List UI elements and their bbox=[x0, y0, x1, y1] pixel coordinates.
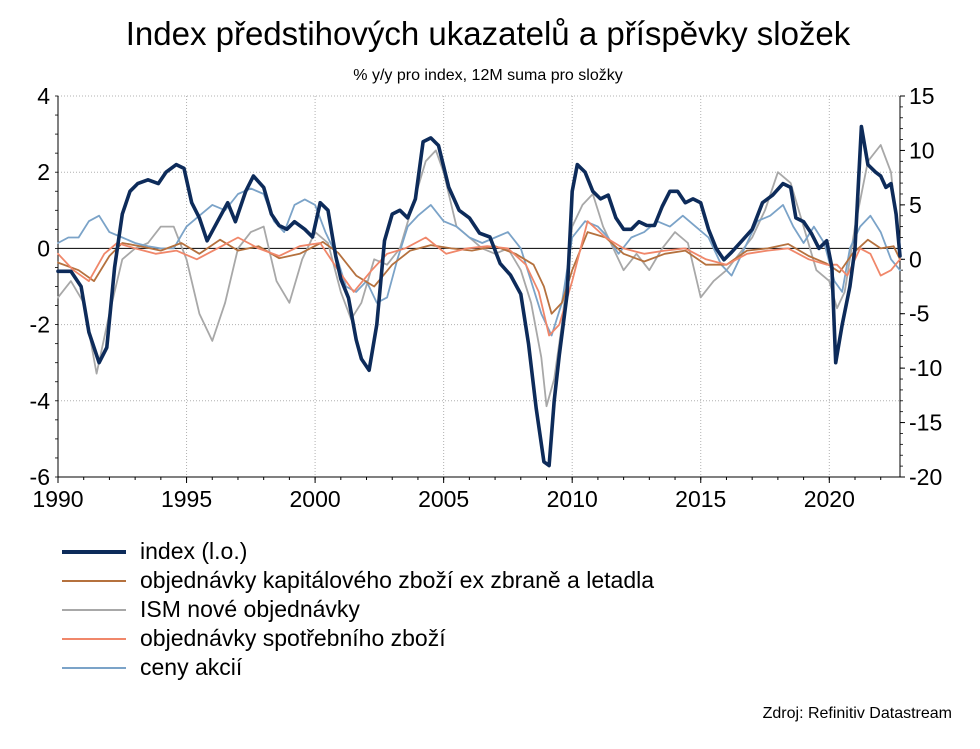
legend-label-ism: ISM nové objednávky bbox=[140, 596, 360, 622]
legend-item-stock-prices: ceny akcií bbox=[62, 653, 654, 682]
legend-label-capital-goods: objednávky kapitálového zboží ex zbraně … bbox=[140, 567, 655, 593]
y-right-tick-label: -10 bbox=[909, 355, 942, 381]
legend-swatch-capital-goods bbox=[62, 579, 126, 582]
y-right-tick-label: 10 bbox=[909, 137, 935, 163]
chart-subtitle: % y/y pro index, 12M suma pro složky bbox=[353, 67, 622, 84]
y-left-tick-label: 2 bbox=[37, 159, 50, 185]
legend-swatch-consumer-goods bbox=[62, 637, 126, 640]
gridlines bbox=[57, 95, 900, 478]
legend-item-consumer-goods: objednávky spotřebního zboží bbox=[62, 624, 654, 653]
y-right-tick-label: 5 bbox=[909, 192, 922, 218]
x-tick-label: 2010 bbox=[547, 486, 598, 512]
x-tick-label: 2020 bbox=[804, 486, 855, 512]
source-note: Zdroj: Refinitiv Datastream bbox=[762, 705, 952, 722]
y-left-tick-label: -4 bbox=[30, 388, 51, 414]
series-lines bbox=[56, 124, 902, 468]
series-line-0 bbox=[56, 124, 902, 468]
legend-label-stock-prices: ceny akcií bbox=[140, 654, 243, 680]
series-line-4 bbox=[57, 187, 901, 337]
legend-item-ism: ISM nové objednávky bbox=[62, 595, 654, 624]
legend-label-consumer-goods: objednávky spotřebního zboží bbox=[140, 625, 446, 651]
series-line-3 bbox=[57, 220, 901, 337]
x-tick-label: 1995 bbox=[161, 486, 212, 512]
legend-item-capital-goods: objednávky kapitálového zboží ex zbraně … bbox=[62, 566, 654, 595]
series-line-2 bbox=[57, 144, 901, 408]
series-line-1 bbox=[57, 231, 901, 315]
x-tick-label: 2005 bbox=[418, 486, 469, 512]
y-left-tick-label: 4 bbox=[37, 83, 50, 109]
x-tick-label: 2000 bbox=[290, 486, 341, 512]
legend-swatch-stock-prices bbox=[62, 666, 126, 669]
legend: index (l.o.) objednávky kapitálového zbo… bbox=[62, 537, 654, 682]
y-left-tick-label: -6 bbox=[30, 464, 50, 490]
y-right-tick-label: -15 bbox=[909, 410, 942, 436]
y-right-tick-label: 15 bbox=[909, 83, 935, 109]
x-tick-label: 1990 bbox=[32, 486, 83, 512]
y-left-tick-label: 0 bbox=[37, 235, 50, 261]
legend-swatch-index bbox=[62, 549, 126, 554]
y-left-tick-label: -2 bbox=[30, 312, 50, 338]
legend-item-index: index (l.o.) bbox=[62, 537, 654, 566]
y-right-tick-label: -5 bbox=[909, 301, 929, 327]
y-right-tick-label: -20 bbox=[909, 464, 942, 490]
x-tick-label: 2015 bbox=[675, 486, 726, 512]
legend-swatch-ism bbox=[62, 608, 126, 611]
legend-label-index: index (l.o.) bbox=[140, 538, 248, 564]
y-right-tick-label: 0 bbox=[909, 246, 922, 272]
chart-title: Index předstihových ukazatelů a příspěvk… bbox=[126, 15, 851, 52]
